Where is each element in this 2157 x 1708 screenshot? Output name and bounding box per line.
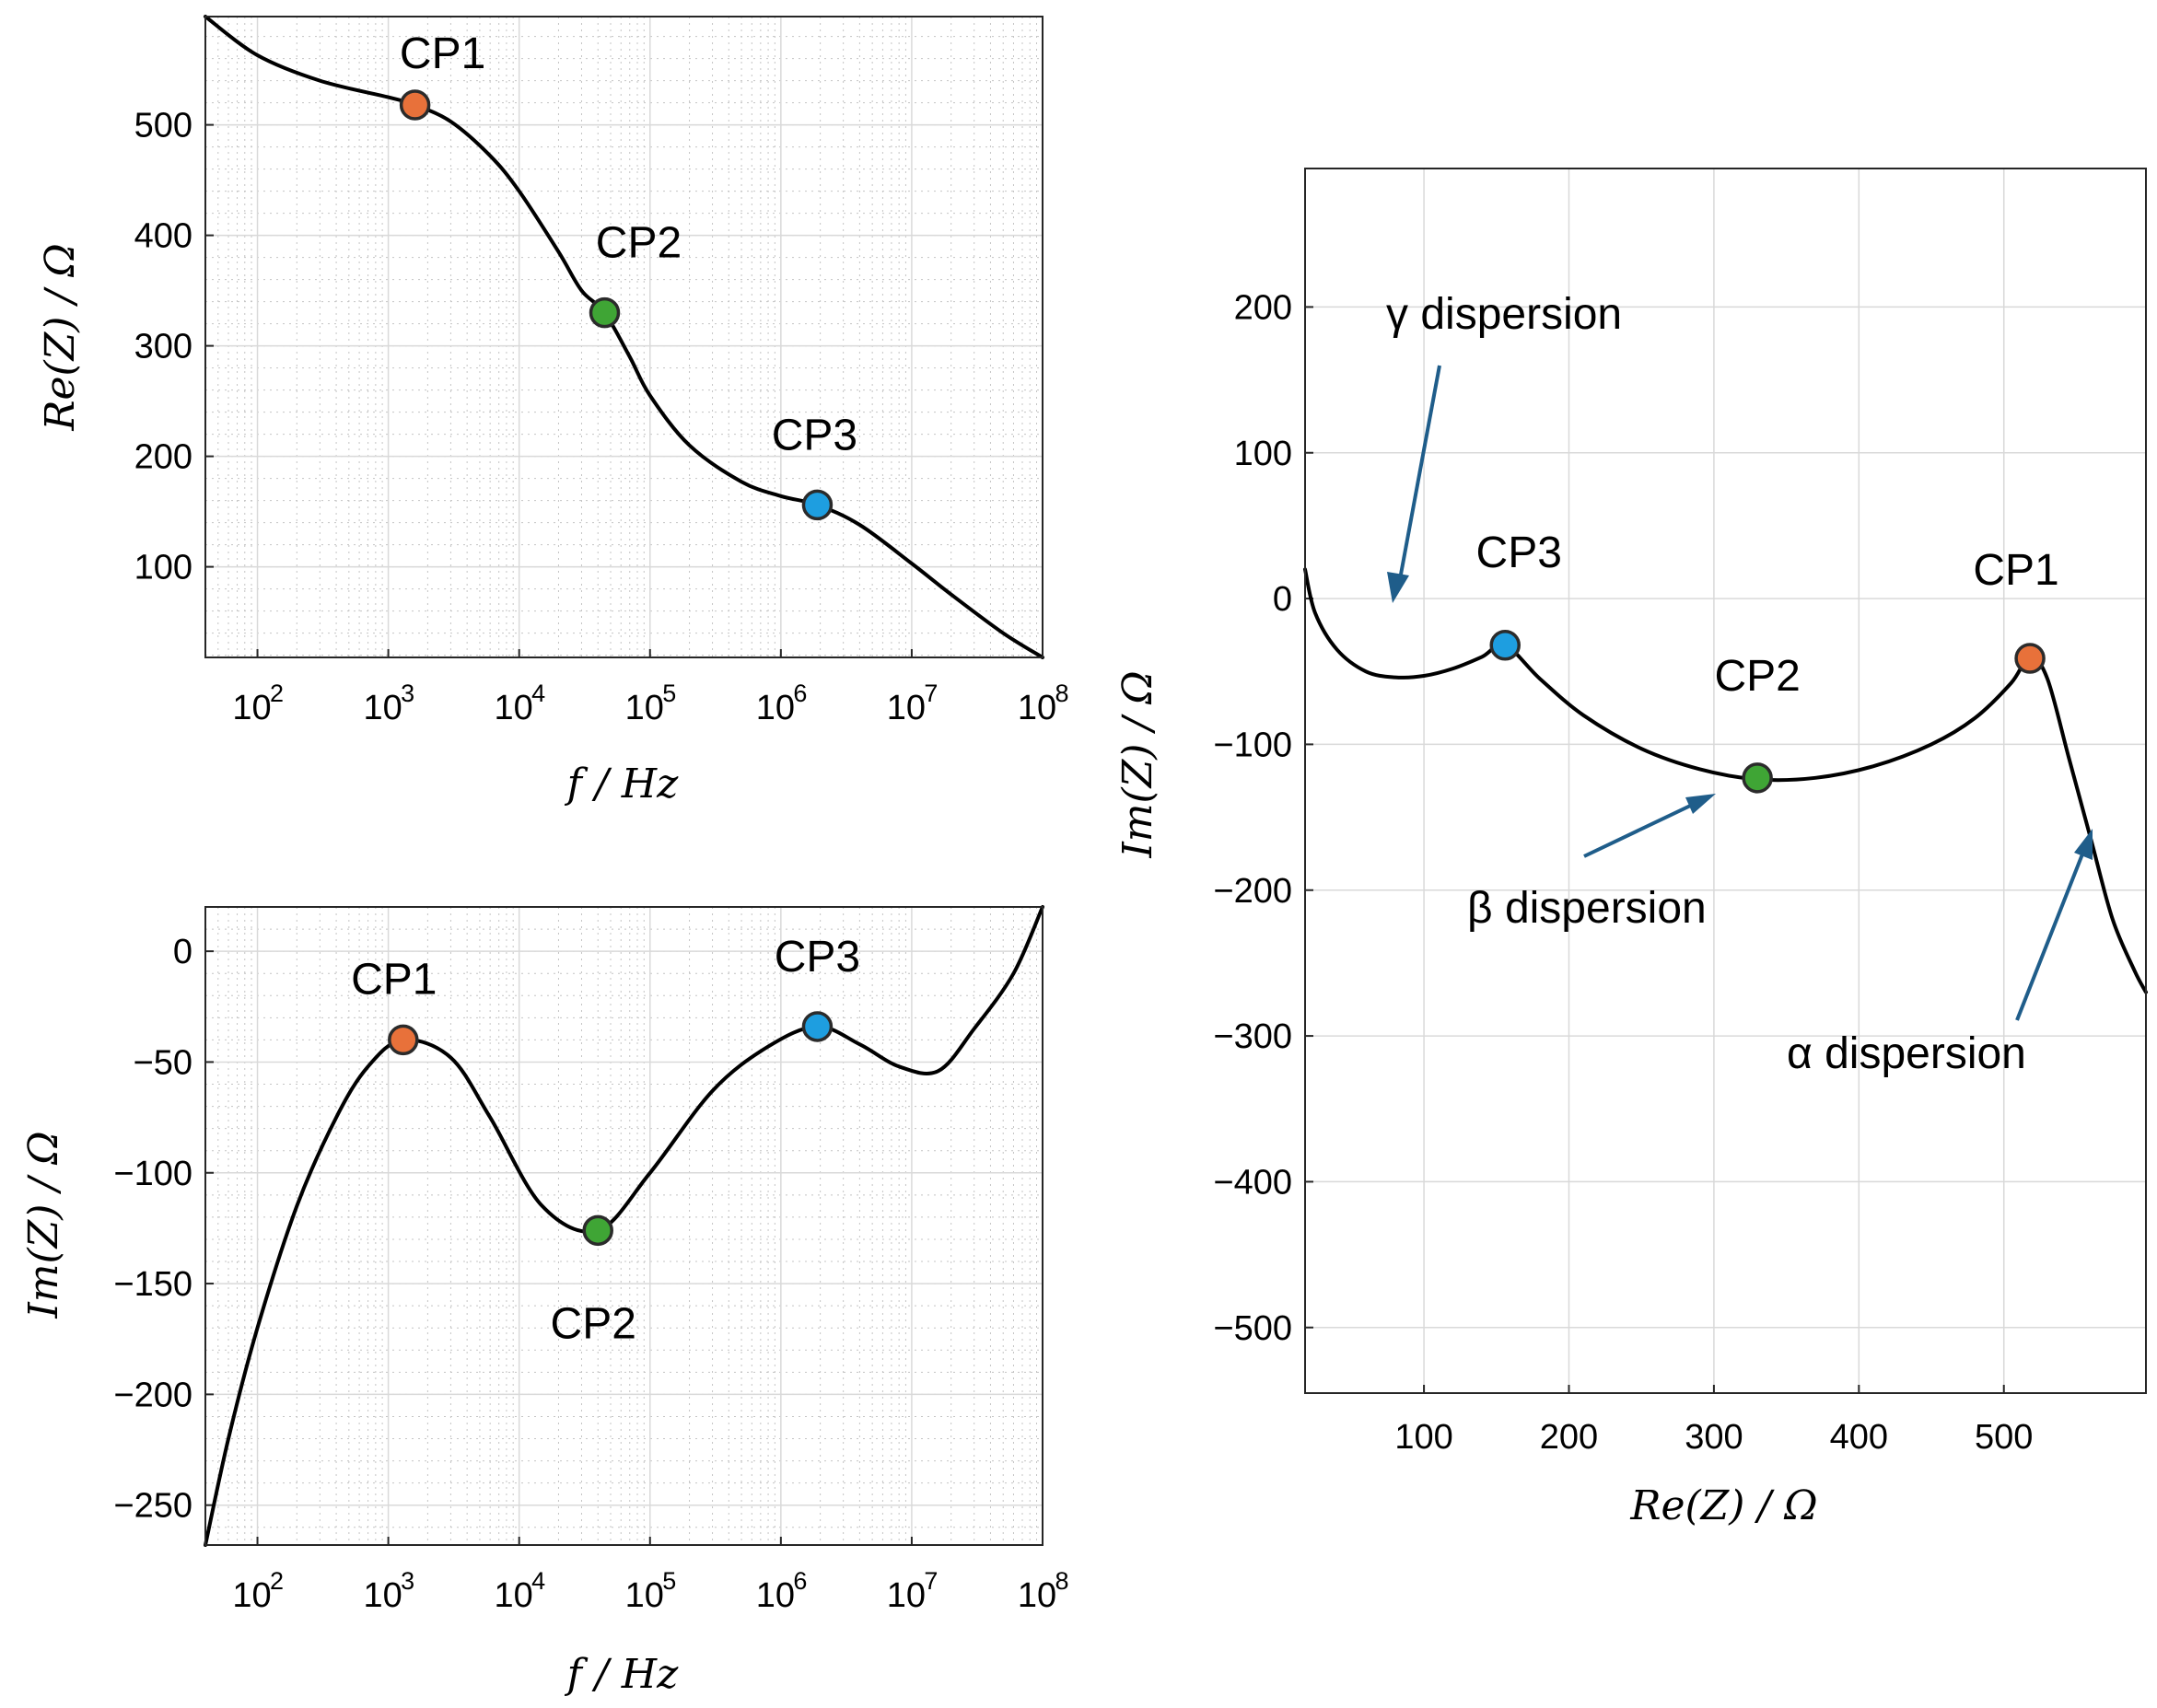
x-tick-label: 10 [363,1576,402,1615]
y-tick-label: −100 [1213,726,1292,764]
x-tick-label: 100 [1394,1418,1452,1457]
critical-point-cp3-label: CP3 [1476,529,1562,577]
x-tick-label-exponent: 3 [401,680,414,707]
y-tick-label: −400 [1213,1163,1292,1202]
x-tick-label-exponent: 7 [924,1567,938,1595]
x-tick-label: 10 [625,689,664,727]
x-tick-label: 10 [625,1576,664,1615]
x-tick-label-exponent: 8 [1055,680,1068,707]
y-tick-label: 300 [134,328,192,366]
y-tick-label: −100 [113,1155,192,1193]
x-axis-label-re-vs-frequency: f / Hz [565,761,679,808]
x-tick-label: 10 [495,689,533,727]
x-tick-label-exponent: 7 [924,680,938,707]
y-tick-label: 400 [134,217,192,256]
y-tick-label: −50 [134,1043,192,1082]
x-tick-label-exponent: 4 [531,680,545,707]
critical-point-cp3-marker [1489,630,1521,661]
x-tick-label: 500 [1975,1418,2033,1457]
x-tick-label-exponent: 5 [662,680,676,707]
x-tick-label: 200 [1540,1418,1598,1457]
y-axis-label-im-vs-frequency: Im(Z) / Ω [20,1131,67,1319]
critical-point-cp1-marker [399,89,431,121]
alpha-dispersion-label: α dispersion [1787,1029,2026,1078]
gamma-dispersion-label: γ dispersion [1386,290,1622,339]
x-axis-label-nyquist: Re(Z) / Ω [1629,1482,1817,1529]
gamma-dispersion-arrow [1396,365,1441,590]
x-axis-label-im-vs-frequency: f / Hz [565,1651,679,1698]
critical-point-cp2-marker [589,296,621,329]
x-tick-label-exponent: 6 [793,1567,807,1595]
y-tick-label: 0 [1273,580,1292,619]
x-tick-label: 10 [1018,1576,1056,1615]
y-axis-label-re-vs-frequency: Re(Z) / Ω [37,243,84,431]
x-tick-label: 10 [887,689,926,727]
y-tick-label: 100 [1234,435,1292,473]
alpha-dispersion-arrowhead [2074,829,2093,860]
y-tick-label: 200 [134,438,192,477]
x-tick-label: 10 [495,1576,533,1615]
x-tick-label: 10 [363,689,402,727]
gamma-dispersion-arrowhead [1387,572,1409,603]
beta-dispersion-arrowhead [1685,794,1716,814]
panel-nyquist: CP1 CP2 CP3 100 200 300 400 500 200 100 0 −100 −20… [1114,168,2148,1529]
x-tick-label: 10 [232,689,271,727]
critical-point-cp3-label: CP3 [775,933,860,982]
beta-dispersion-label: β dispersion [1467,884,1707,933]
y-tick-label: 0 [173,933,192,971]
y-tick-label: 200 [1234,288,1292,327]
beta-dispersion-arrow [1583,797,1705,858]
critical-point-cp3-marker [801,489,834,521]
critical-point-cp1-label: CP1 [351,955,437,1004]
y-axis-label-nyquist: Im(Z) / Ω [1114,670,1161,858]
y-tick-label: −150 [113,1265,192,1304]
alpha-dispersion-arrow [2015,842,2089,1021]
x-tick-label: 10 [756,689,795,727]
x-tick-label-exponent: 3 [401,1567,414,1595]
y-tick-label: −300 [1213,1017,1292,1056]
critical-point-cp3-label: CP3 [772,411,857,459]
series-line [204,905,1044,1547]
critical-point-cp2-label: CP2 [1714,652,1800,701]
critical-point-cp1-label: CP1 [1973,546,2058,595]
critical-point-cp2-label: CP2 [596,219,682,268]
critical-point-cp1-marker [2014,643,2046,674]
y-tick-label: −250 [113,1487,192,1526]
plot-frame-nyquist [1304,168,2147,1394]
x-tick-label: 400 [1830,1418,1888,1457]
critical-point-cp1-label: CP1 [400,29,485,78]
critical-point-cp2-marker [1742,762,1773,794]
y-tick-label: −500 [1213,1309,1292,1348]
x-tick-label: 10 [1018,689,1056,727]
critical-point-cp2-label: CP2 [551,1299,636,1348]
series-line [1303,567,2148,994]
x-tick-label-exponent: 4 [531,1567,545,1595]
critical-point-cp3-marker [801,1011,834,1042]
x-tick-label: 10 [756,1576,795,1615]
series-line [204,15,1044,659]
critical-point-cp2-marker [582,1214,613,1247]
x-tick-label-exponent: 8 [1055,1567,1068,1595]
y-tick-label: −200 [113,1376,192,1414]
x-tick-label: 10 [232,1576,271,1615]
x-tick-label-exponent: 2 [270,1567,284,1595]
y-tick-label: −200 [1213,872,1292,911]
x-tick-label-exponent: 2 [270,680,284,707]
critical-point-cp1-marker [388,1024,419,1056]
y-tick-label: 500 [134,107,192,145]
plot-frame-im-vs-frequency [204,906,1044,1546]
x-tick-label-exponent: 5 [662,1567,676,1595]
x-tick-label: 10 [887,1576,926,1615]
y-tick-label: 100 [134,549,192,587]
x-tick-label: 300 [1685,1418,1743,1457]
x-tick-label-exponent: 6 [793,680,807,707]
plot-frame-re-vs-frequency [204,16,1044,658]
